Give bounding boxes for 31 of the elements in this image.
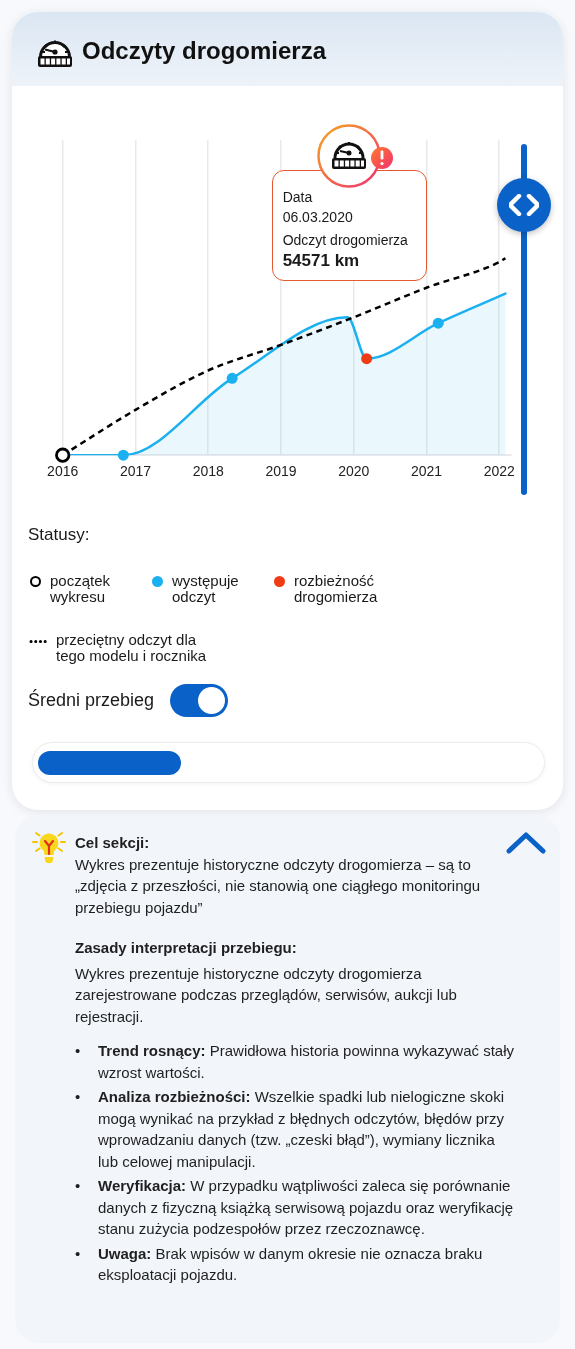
x-tick-label: 2020 [338, 463, 370, 480]
text: Wykres prezentuje historyczne odczyty drogomierza – są to „zdjęcia z przeszłości, nie stanowią one ciągłego monitoringu przebiegu pojazdu” [75, 854, 482, 918]
point [361, 353, 373, 365]
legend-label: występuje odczyt [172, 572, 240, 605]
point [226, 372, 238, 384]
text: Zasady interpretacji przebiegu: [75, 938, 298, 958]
text: Średni przebieg [28, 689, 155, 711]
point [432, 317, 444, 329]
text: 06.03.2020 [282, 207, 354, 227]
text: • Trend rosnący: Prawidłowa historia powinna wykazywać stały wzrost wartości. [75, 1041, 515, 1083]
text: • Analiza rozbieżności: Wszelkie spadki lub nielogiczne skoki mogą wynikać na przykład z błędnych odczytów, błędów przy wprowadzaniu danych (tzw. „czeski błąd”), wymiany licznika lub celowej manipulacji. [75, 1087, 506, 1172]
x-tick-label: 2022 [483, 463, 516, 480]
legend-label: przeciętny odczyt dla tego modelu i rocznika [56, 631, 208, 664]
text: Wykres prezentuje historyczne odczyty drogomierza zarejestrowane podczas przeglądów, serwisów, aukcji lub rejestracji. [75, 963, 458, 1027]
text: • Weryfikacja: W przypadku wątpliwości zaleca się porównanie danych z fizyczną książką serwisową pojazdu oraz weryfikację stanu zużycia podzespołów przez rzeczoznawcę. [75, 1176, 515, 1239]
text: Cel sekcji: [75, 833, 151, 853]
annotation: 54571 km [282, 249, 361, 272]
x-tick-label: 2017 [119, 463, 152, 480]
point [55, 447, 71, 463]
legend-label: początek wykresu [50, 572, 112, 605]
text: • Uwaga: Brak wpisów w danym okresie nie oznacza braku eksploatacji pojazdu. [75, 1243, 484, 1285]
text: Data [282, 187, 314, 207]
text: Odczyt drogomierza [282, 230, 409, 250]
point [117, 449, 129, 461]
x-tick-label: 2019 [265, 463, 297, 480]
legend-label: rozbieżność drogomierza [294, 572, 379, 605]
x-tick-label: 2021 [410, 463, 443, 480]
x-tick-label: 2018 [192, 463, 224, 480]
legend-title: Statusy: [28, 524, 91, 546]
chart-title: Odczyty drogomierza [82, 36, 327, 66]
x-tick-label: 2016 [47, 463, 79, 480]
